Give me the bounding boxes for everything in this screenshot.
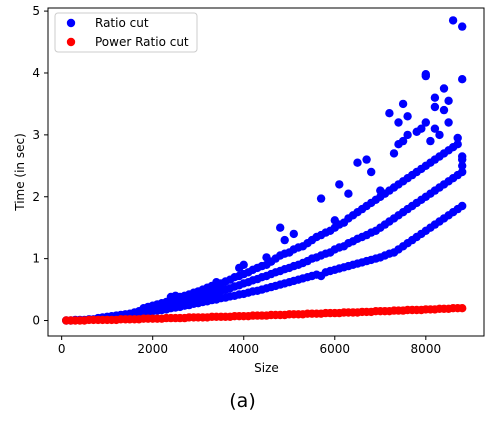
data-point xyxy=(426,136,435,146)
data-point xyxy=(385,109,394,118)
legend-marker xyxy=(66,18,76,28)
data-point xyxy=(389,149,399,158)
data-point xyxy=(276,223,285,232)
data-point xyxy=(344,189,353,198)
data-point xyxy=(362,155,371,164)
data-point xyxy=(289,229,298,239)
y-tick-label: 1 xyxy=(32,252,40,266)
plot-marks xyxy=(61,16,467,325)
y-tick-label: 0 xyxy=(32,314,40,328)
data-point xyxy=(280,235,289,245)
data-point xyxy=(458,75,467,84)
data-point xyxy=(458,201,467,211)
y-axis: 0 1 2 3 4 5 xyxy=(32,4,48,328)
x-tick-label: 8000 xyxy=(411,342,442,356)
legend-box xyxy=(54,12,198,53)
data-point xyxy=(398,99,408,109)
data-point xyxy=(458,304,467,313)
data-point xyxy=(439,84,449,93)
data-point xyxy=(367,167,376,177)
series-ratio-cut xyxy=(61,16,467,325)
data-point xyxy=(448,16,458,25)
series-power-ratio-cut xyxy=(61,304,467,325)
data-point xyxy=(458,167,467,177)
data-point xyxy=(417,124,426,133)
legend-label: Ratio cut xyxy=(95,16,149,30)
figure-caption: (a) xyxy=(229,390,256,412)
data-point xyxy=(421,118,430,127)
data-point xyxy=(430,124,440,133)
plot-frame xyxy=(47,7,485,337)
data-point xyxy=(430,93,440,102)
y-tick-label: 2 xyxy=(32,190,40,204)
data-point xyxy=(453,140,462,149)
x-tick-label: 6000 xyxy=(320,342,351,356)
data-point xyxy=(458,152,467,161)
data-point xyxy=(335,180,344,189)
y-tick-label: 5 xyxy=(32,4,40,18)
data-point xyxy=(444,96,453,106)
data-point xyxy=(458,161,467,170)
data-point xyxy=(403,130,412,140)
data-point xyxy=(316,194,326,203)
x-tick-label: 0 xyxy=(58,342,66,356)
data-point xyxy=(430,102,440,112)
x-tick-label: 4000 xyxy=(228,342,259,356)
x-tick-label: 2000 xyxy=(137,342,168,356)
data-point xyxy=(398,136,408,146)
data-point xyxy=(239,260,248,269)
legend-label: Power Ratio cut xyxy=(95,35,189,49)
x-axis-label: Size xyxy=(254,361,279,375)
y-axis-label: Time (in sec) xyxy=(13,133,27,212)
y-tick-label: 4 xyxy=(32,66,40,80)
data-point xyxy=(403,112,412,121)
y-tick-label: 3 xyxy=(32,128,40,142)
data-point xyxy=(458,22,467,31)
data-point xyxy=(453,133,462,143)
legend: Ratio cut Power Ratio cut xyxy=(54,12,198,53)
x-axis: 0 2000 4000 6000 8000 xyxy=(58,336,441,356)
data-point xyxy=(439,105,449,115)
data-point xyxy=(444,118,453,127)
legend-marker xyxy=(66,37,76,47)
data-point xyxy=(353,158,362,167)
data-point xyxy=(421,70,430,79)
data-point xyxy=(394,118,403,127)
data-point xyxy=(435,130,444,140)
